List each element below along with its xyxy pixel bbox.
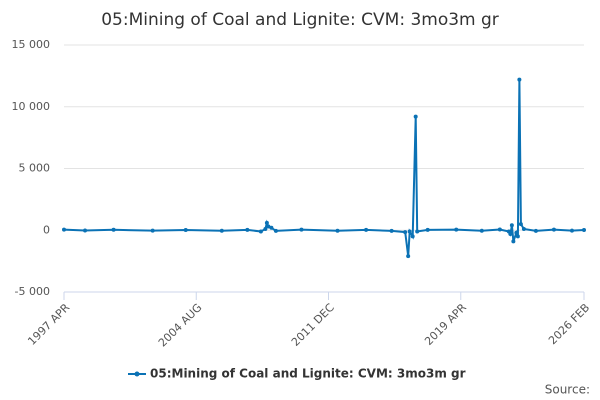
point — [335, 228, 340, 233]
point — [508, 231, 513, 236]
point — [258, 229, 263, 234]
point — [264, 220, 269, 225]
point — [299, 227, 304, 232]
point — [403, 230, 408, 235]
point — [111, 227, 116, 232]
y-tick-label: 5 000 — [19, 162, 51, 175]
point — [263, 227, 268, 232]
point — [514, 230, 519, 235]
source: Source: — [545, 383, 590, 397]
x-tick-label: 2004 AUG — [156, 301, 205, 350]
point — [454, 227, 459, 232]
point — [150, 228, 155, 233]
point — [413, 114, 418, 119]
point — [521, 227, 526, 232]
point — [406, 254, 411, 259]
point — [511, 239, 516, 244]
point — [219, 228, 224, 233]
point — [509, 223, 514, 228]
point — [389, 228, 394, 233]
point — [415, 229, 420, 234]
point — [533, 228, 538, 233]
y-tick-label: 10 000 — [12, 100, 51, 113]
y-tick-label: 15 000 — [12, 38, 51, 51]
y-tick-label: -5 000 — [15, 285, 50, 298]
x-tick-label: 2026 FEB — [546, 301, 592, 347]
point — [245, 227, 250, 232]
point — [569, 228, 574, 233]
x-tick-label: 1997 APR — [25, 301, 72, 348]
chart-title: 05:Mining of Coal and Lignite: CVM: 3mo3… — [101, 10, 499, 30]
point — [410, 234, 415, 239]
point — [479, 228, 484, 233]
point — [518, 222, 523, 227]
point — [515, 234, 520, 239]
y-tick-label: 0 — [43, 223, 50, 236]
point — [497, 227, 502, 232]
point — [269, 225, 274, 230]
point — [425, 227, 430, 232]
point — [62, 227, 66, 232]
point — [407, 229, 412, 234]
point — [551, 227, 556, 232]
point — [364, 227, 369, 232]
point — [517, 77, 522, 82]
x-tick-label: 2011 DEC — [289, 301, 337, 349]
point — [273, 228, 278, 233]
point — [183, 228, 188, 233]
x-tick-label: 2019 APR — [422, 301, 469, 348]
series-line — [63, 79, 585, 257]
legend-label: 05:Mining of Coal and Lignite: CVM: 3mo3… — [150, 367, 466, 381]
point — [582, 228, 586, 233]
point — [83, 228, 88, 233]
point — [266, 224, 271, 229]
legend-marker — [134, 371, 140, 377]
